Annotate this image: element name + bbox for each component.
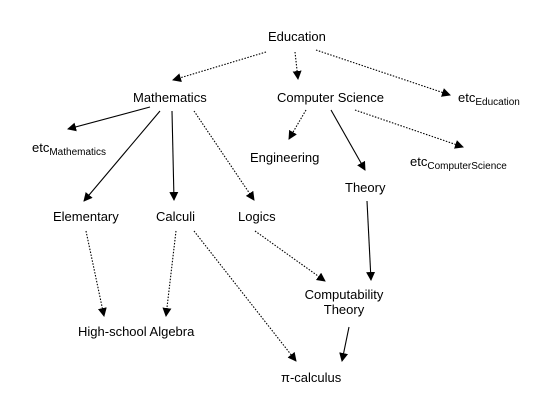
node-etc-education: etcEducation — [458, 90, 520, 110]
computability-theory-line1: Computability — [304, 287, 384, 302]
etc-computer-science-sub: ComputerScience — [427, 161, 507, 172]
edge-mathematics-to-logics — [193, 110, 255, 201]
etc-computer-science-base: etc — [410, 154, 428, 169]
edge-computer-science-to-etc-computer-science — [354, 109, 464, 149]
edge-elementary-to-high-school-algebra — [85, 230, 107, 317]
etc-mathematics-sub: Mathematics — [49, 147, 107, 158]
node-computability-theory: Computability Theory — [303, 287, 385, 317]
node-logics: Logics — [238, 209, 276, 224]
node-etc-computer-science: etcComputerScience — [410, 154, 507, 174]
node-etc-mathematics: etcMathematics — [32, 140, 106, 160]
edge-computability-theory-to-pi-calculus — [339, 326, 350, 362]
node-mathematics: Mathematics — [133, 90, 207, 105]
node-engineering: Engineering — [250, 150, 320, 165]
edge-mathematics-to-elementary — [83, 110, 161, 202]
node-education: Education — [268, 29, 326, 44]
node-computer-science: Computer Science — [277, 90, 384, 105]
edge-computer-science-to-engineering — [288, 109, 307, 140]
edge-calculi-to-pi-calculus — [193, 230, 297, 362]
node-high-school-algebra: High-school Algebra — [78, 324, 195, 339]
etc-education-base: etc — [458, 90, 476, 105]
node-theory: Theory — [345, 180, 386, 195]
edge-education-to-computer-science — [292, 51, 302, 80]
computability-theory-line2: Theory — [323, 302, 365, 317]
edge-computer-science-to-theory — [330, 109, 366, 171]
edge-mathematics-to-calculi — [169, 110, 179, 201]
node-calculi: Calculi — [156, 209, 196, 224]
node-pi-calculus: π-calculus — [281, 370, 342, 385]
edge-theory-to-computability-theory — [366, 200, 376, 281]
edge-mathematics-to-etc-mathematics — [67, 106, 151, 132]
edge-education-to-etc-education — [315, 49, 451, 97]
edge-calculi-to-high-school-algebra — [162, 230, 177, 317]
node-elementary: Elementary — [53, 209, 119, 224]
edge-logics-to-computability-theory — [254, 230, 326, 282]
etc-mathematics-base: etc — [32, 140, 50, 155]
edge-education-to-mathematics — [172, 51, 267, 83]
etc-education-sub: Education — [475, 97, 520, 108]
